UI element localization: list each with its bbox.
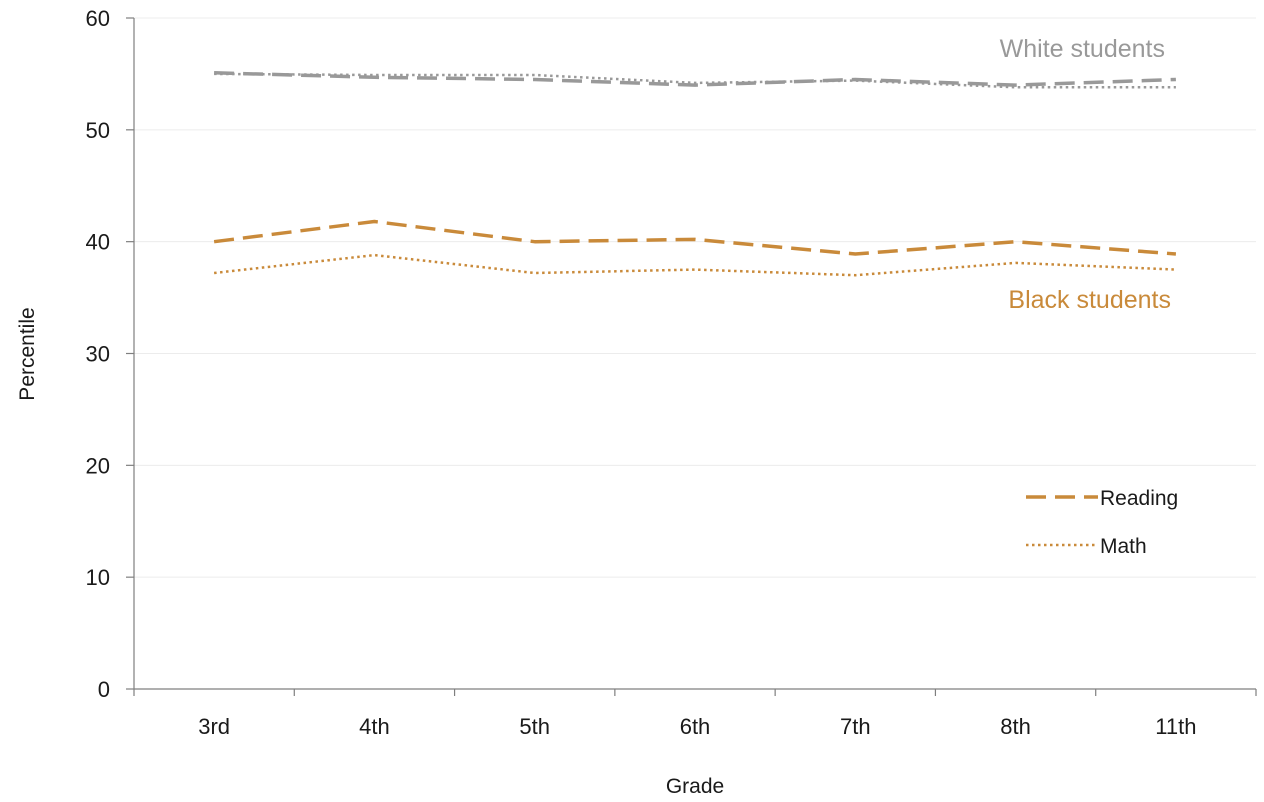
black-students-label: Black students xyxy=(1008,286,1171,314)
y-axis-title: Percentile xyxy=(16,307,39,400)
y-tick-label: 10 xyxy=(86,565,110,590)
y-tick-label: 20 xyxy=(86,453,110,478)
y-tick-label: 30 xyxy=(86,342,110,367)
x-tick-label: 8th xyxy=(1000,714,1031,739)
legend-math-label: Math xyxy=(1100,535,1147,558)
series-line-white-math xyxy=(214,72,1176,89)
y-tick-label: 0 xyxy=(98,677,110,702)
x-tick-label: 3rd xyxy=(198,714,230,739)
x-axis-title: Grade xyxy=(666,775,724,798)
series-line-white-reading xyxy=(214,71,1176,87)
legend: Reading Math xyxy=(1026,487,1178,558)
x-tick-label: 4th xyxy=(359,714,390,739)
legend-reading-label: Reading xyxy=(1100,487,1178,510)
x-tick-label: 6th xyxy=(680,714,711,739)
series-line-black-math xyxy=(213,253,1176,277)
gridlines xyxy=(134,17,1256,578)
y-tick-label: 40 xyxy=(86,230,110,255)
white-students-label: White students xyxy=(1000,35,1165,63)
x-tick-label: 11th xyxy=(1155,714,1196,739)
y-tick-label: 50 xyxy=(86,118,110,143)
series-lines xyxy=(213,71,1177,277)
y-tick-labels: 0 10 20 30 40 50 60 xyxy=(86,6,134,702)
x-tick-labels: 3rd 4th 5th 6th 7th 8th 11th xyxy=(133,689,1257,739)
x-tick-label: 5th xyxy=(519,714,550,739)
y-tick-label: 60 xyxy=(86,6,110,31)
series-line-black-reading xyxy=(213,219,1177,256)
x-tick-label: 7th xyxy=(840,714,871,739)
